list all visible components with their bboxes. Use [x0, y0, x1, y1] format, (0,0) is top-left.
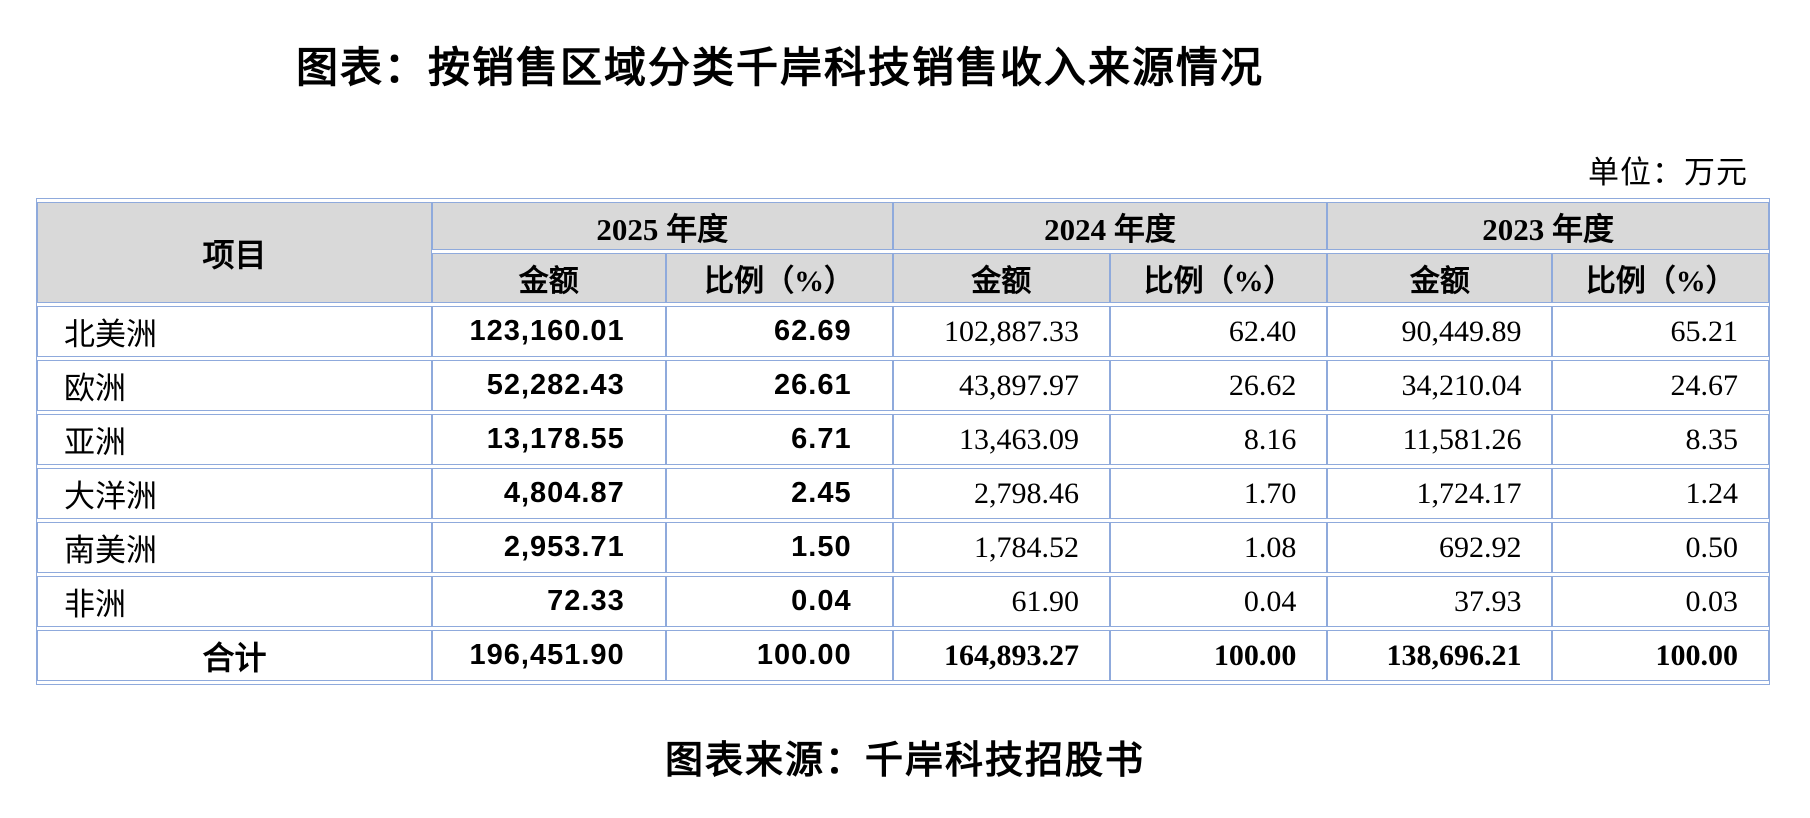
table-row-africa: 非洲 72.33 0.04 61.90 0.04 37.93 0.03 — [37, 576, 1769, 627]
source-caption: 图表来源：千岸科技招股书 — [664, 740, 1145, 782]
table-row-total: 合计 196,451.90 100.00 164,893.27 100.00 1… — [37, 630, 1769, 681]
amount-2024: 43,897.97 — [892, 360, 1110, 411]
ratio-2023: 24.67 — [1552, 360, 1769, 411]
subheader-ratio-2025: 比例（%） — [665, 253, 893, 303]
row-label: 非洲 — [37, 576, 432, 627]
ratio-2024: 1.70 — [1109, 468, 1328, 519]
ratio-2023: 1.24 — [1552, 468, 1769, 519]
ratio-2025: 26.61 — [665, 360, 893, 411]
unit-label: 单位：万元 — [1588, 155, 1748, 190]
table-row-oceania: 大洋洲 4,804.87 2.45 2,798.46 1.70 1,724.17… — [37, 468, 1769, 519]
amount-2024: 2,798.46 — [892, 468, 1110, 519]
amount-2024: 102,887.33 — [892, 306, 1110, 357]
column-header-year-2025: 2025 年度 — [431, 202, 893, 250]
header-row-years: 项目 2025 年度 2024 年度 2023 年度 — [37, 202, 1769, 303]
amount-2024: 61.90 — [892, 576, 1110, 627]
amount-2025: 196,451.90 — [431, 630, 666, 681]
column-header-year-2024: 2024 年度 — [892, 202, 1328, 250]
amount-2025: 123,160.01 — [431, 306, 666, 357]
amount-2025: 13,178.55 — [431, 414, 666, 465]
amount-2023: 37.93 — [1327, 576, 1553, 627]
ratio-2025: 100.00 — [665, 630, 893, 681]
amount-2023: 138,696.21 — [1327, 630, 1553, 681]
ratio-2025: 1.50 — [665, 522, 893, 573]
subheader-amount-2025: 金额 — [431, 253, 666, 303]
amount-2025: 72.33 — [431, 576, 666, 627]
column-header-year-2023: 2023 年度 — [1327, 202, 1769, 250]
amount-2023: 1,724.17 — [1327, 468, 1553, 519]
ratio-2025: 6.71 — [665, 414, 893, 465]
ratio-2024: 100.00 — [1109, 630, 1328, 681]
amount-2025: 2,953.71 — [431, 522, 666, 573]
row-label: 欧洲 — [37, 360, 432, 411]
row-label: 大洋洲 — [37, 468, 432, 519]
amount-2024: 1,784.52 — [892, 522, 1110, 573]
ratio-2023: 0.50 — [1552, 522, 1769, 573]
document-page: 图表：按销售区域分类千岸科技销售收入来源情况 单位：万元 项目 2025 年度 … — [0, 34, 1810, 818]
amount-2024: 164,893.27 — [892, 630, 1110, 681]
ratio-2024: 0.04 — [1109, 576, 1328, 627]
row-label: 北美洲 — [37, 306, 432, 357]
amount-2023: 11,581.26 — [1327, 414, 1553, 465]
amount-2023: 34,210.04 — [1327, 360, 1553, 411]
amount-2023: 692.92 — [1327, 522, 1553, 573]
ratio-2025: 0.04 — [665, 576, 893, 627]
table-row-north-america: 北美洲 123,160.01 62.69 102,887.33 62.40 90… — [37, 306, 1769, 357]
header-row-subcolumns: 金额 比例（%） 金额 比例（%） 金额 比例（%） — [37, 253, 1769, 303]
ratio-2024: 1.08 — [1109, 522, 1328, 573]
amount-2025: 4,804.87 — [431, 468, 666, 519]
subheader-amount-2024: 金额 — [892, 253, 1110, 303]
ratio-2025: 2.45 — [665, 468, 893, 519]
row-label: 亚洲 — [37, 414, 432, 465]
subheader-ratio-2023: 比例（%） — [1552, 253, 1769, 303]
ratio-2023: 8.35 — [1552, 414, 1769, 465]
subheader-ratio-2024: 比例（%） — [1109, 253, 1328, 303]
ratio-2024: 26.62 — [1109, 360, 1328, 411]
revenue-table-wrapper: 项目 2025 年度 2024 年度 2023 年度 金额 比例（%） 金额 比… — [36, 198, 1770, 685]
ratio-2025: 62.69 — [665, 306, 893, 357]
ratio-2023: 100.00 — [1552, 630, 1769, 681]
column-header-item: 项目 — [37, 202, 432, 303]
ratio-2023: 65.21 — [1552, 306, 1769, 357]
amount-2025: 52,282.43 — [431, 360, 666, 411]
amount-2024: 13,463.09 — [892, 414, 1110, 465]
row-label: 合计 — [37, 630, 432, 681]
table-row-asia: 亚洲 13,178.55 6.71 13,463.09 8.16 11,581.… — [37, 414, 1769, 465]
ratio-2023: 0.03 — [1552, 576, 1769, 627]
ratio-2024: 62.40 — [1109, 306, 1328, 357]
table-row-europe: 欧洲 52,282.43 26.61 43,897.97 26.62 34,21… — [37, 360, 1769, 411]
revenue-by-region-table: 项目 2025 年度 2024 年度 2023 年度 金额 比例（%） 金额 比… — [36, 198, 1770, 685]
ratio-2024: 8.16 — [1109, 414, 1328, 465]
amount-2023: 90,449.89 — [1327, 306, 1553, 357]
subheader-amount-2023: 金额 — [1327, 253, 1553, 303]
table-row-south-america: 南美洲 2,953.71 1.50 1,784.52 1.08 692.92 0… — [37, 522, 1769, 573]
page-title: 图表：按销售区域分类千岸科技销售收入来源情况 — [295, 46, 1264, 92]
row-label: 南美洲 — [37, 522, 432, 573]
